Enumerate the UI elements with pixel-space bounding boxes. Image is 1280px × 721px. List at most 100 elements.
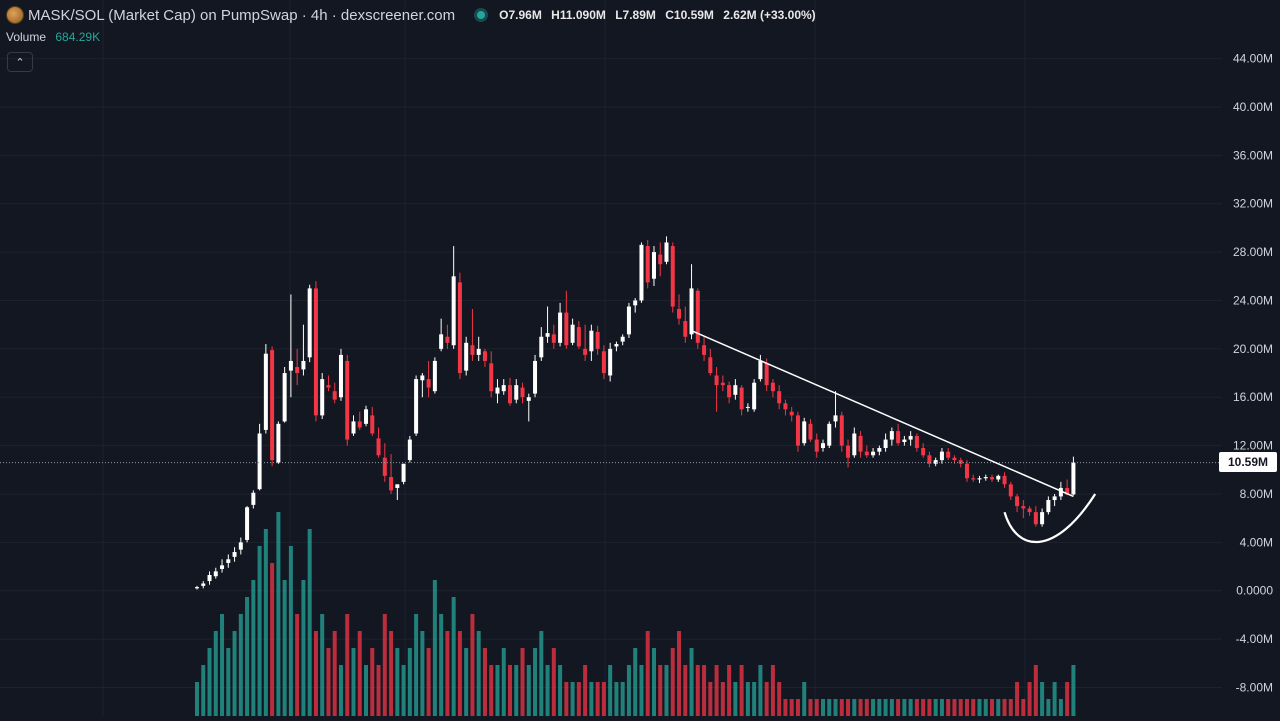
candle-body <box>1008 484 1013 497</box>
volume-bar <box>426 648 431 716</box>
candle-body <box>407 439 412 461</box>
volume-bar <box>1033 665 1038 716</box>
candle-body <box>795 415 800 446</box>
volume-bar <box>457 631 462 716</box>
candle-body <box>727 385 732 398</box>
candle-body <box>1002 475 1007 485</box>
candle-body <box>614 344 619 347</box>
candle-body <box>332 391 337 400</box>
candle-body <box>846 445 851 458</box>
volume-bar <box>677 631 682 716</box>
volume-bar <box>733 682 738 716</box>
volume-bar <box>864 699 869 716</box>
volume-bar <box>1052 682 1057 716</box>
candle-body <box>877 448 882 452</box>
volume-bar <box>914 699 919 716</box>
volume-bar <box>376 665 381 716</box>
candle-body <box>839 415 844 446</box>
volume-bar <box>558 665 563 716</box>
volume-bar <box>764 682 769 716</box>
volume-bar <box>608 665 613 716</box>
volume-bar <box>464 648 469 716</box>
y-tick-label: 28.00M <box>1233 245 1273 259</box>
volume-bar <box>902 699 907 716</box>
volume-bar <box>871 699 876 716</box>
candle-body <box>238 542 243 550</box>
volume-bar <box>508 665 512 716</box>
volume-bar <box>551 648 556 716</box>
candle-body <box>245 507 250 540</box>
open-value: O7.96M <box>499 8 542 22</box>
volume-bar <box>270 563 275 716</box>
candle-body <box>514 385 519 400</box>
candle-body <box>770 382 775 392</box>
candle-body <box>651 252 656 279</box>
candle-body <box>677 308 682 319</box>
candle-body <box>326 385 331 388</box>
candle-body <box>1015 496 1020 507</box>
change-value: 2.62M (+33.00%) <box>723 8 816 22</box>
candle-body <box>601 351 606 374</box>
candle-body <box>939 451 944 461</box>
volume-bar <box>877 699 882 716</box>
volume-bar <box>282 580 287 716</box>
candle-body <box>620 336 625 342</box>
candle-body <box>752 382 757 410</box>
volume-bar <box>351 648 356 716</box>
candle-body <box>338 354 343 398</box>
volume-bar <box>401 665 406 716</box>
volume-bar <box>564 682 569 716</box>
volume-bar <box>1027 682 1032 716</box>
volume-bar <box>382 614 387 716</box>
candle-body <box>827 423 832 446</box>
candle-body <box>389 477 394 491</box>
volume-bar <box>407 648 412 716</box>
low-value: L7.89M <box>615 8 656 22</box>
volume-bar <box>576 682 581 716</box>
candle-body <box>426 379 431 388</box>
candle-body <box>201 583 206 586</box>
candle-body <box>683 321 688 337</box>
y-tick-label: 8.00M <box>1240 487 1273 501</box>
volume-bar <box>670 648 675 716</box>
candle-body <box>558 312 563 343</box>
y-tick-label: 24.00M <box>1233 293 1273 307</box>
volume-bar <box>645 631 650 716</box>
candle-body <box>1046 500 1051 513</box>
candle-body <box>814 439 819 452</box>
y-tick-label: 0.0000 <box>1236 584 1273 598</box>
volume-bar <box>1058 699 1063 716</box>
volume-bar <box>958 699 963 716</box>
candle-body <box>964 463 969 479</box>
volume-bar <box>990 699 995 716</box>
candle-body <box>251 492 256 505</box>
candle-body <box>263 353 268 430</box>
candle-body <box>220 565 225 569</box>
candle-body <box>526 397 531 401</box>
volume-bar <box>852 699 857 716</box>
candle-body <box>232 552 237 557</box>
volume-bar <box>883 699 888 716</box>
volume-bar <box>802 682 807 716</box>
volume-bar <box>727 665 732 716</box>
candle-body <box>670 246 675 307</box>
y-tick-label: 12.00M <box>1233 439 1273 453</box>
candle-body <box>464 342 469 371</box>
chart-header: MASK/SOL (Market Cap) on PumpSwap · 4h ·… <box>0 0 816 30</box>
candle-body <box>376 438 381 456</box>
collapse-legend-button[interactable]: ⌃ <box>7 52 33 72</box>
volume-bar <box>808 699 813 716</box>
volume-bar <box>658 665 663 716</box>
volume-bar <box>839 699 844 716</box>
candle-body <box>395 484 400 488</box>
volume-bar <box>389 631 394 716</box>
candle-body <box>307 288 312 358</box>
volume-bar <box>414 614 419 716</box>
volume-bar <box>889 699 894 716</box>
volume-bar <box>964 699 969 716</box>
candle-body <box>708 357 713 374</box>
candle-body <box>889 431 894 440</box>
candle-body <box>301 360 306 370</box>
